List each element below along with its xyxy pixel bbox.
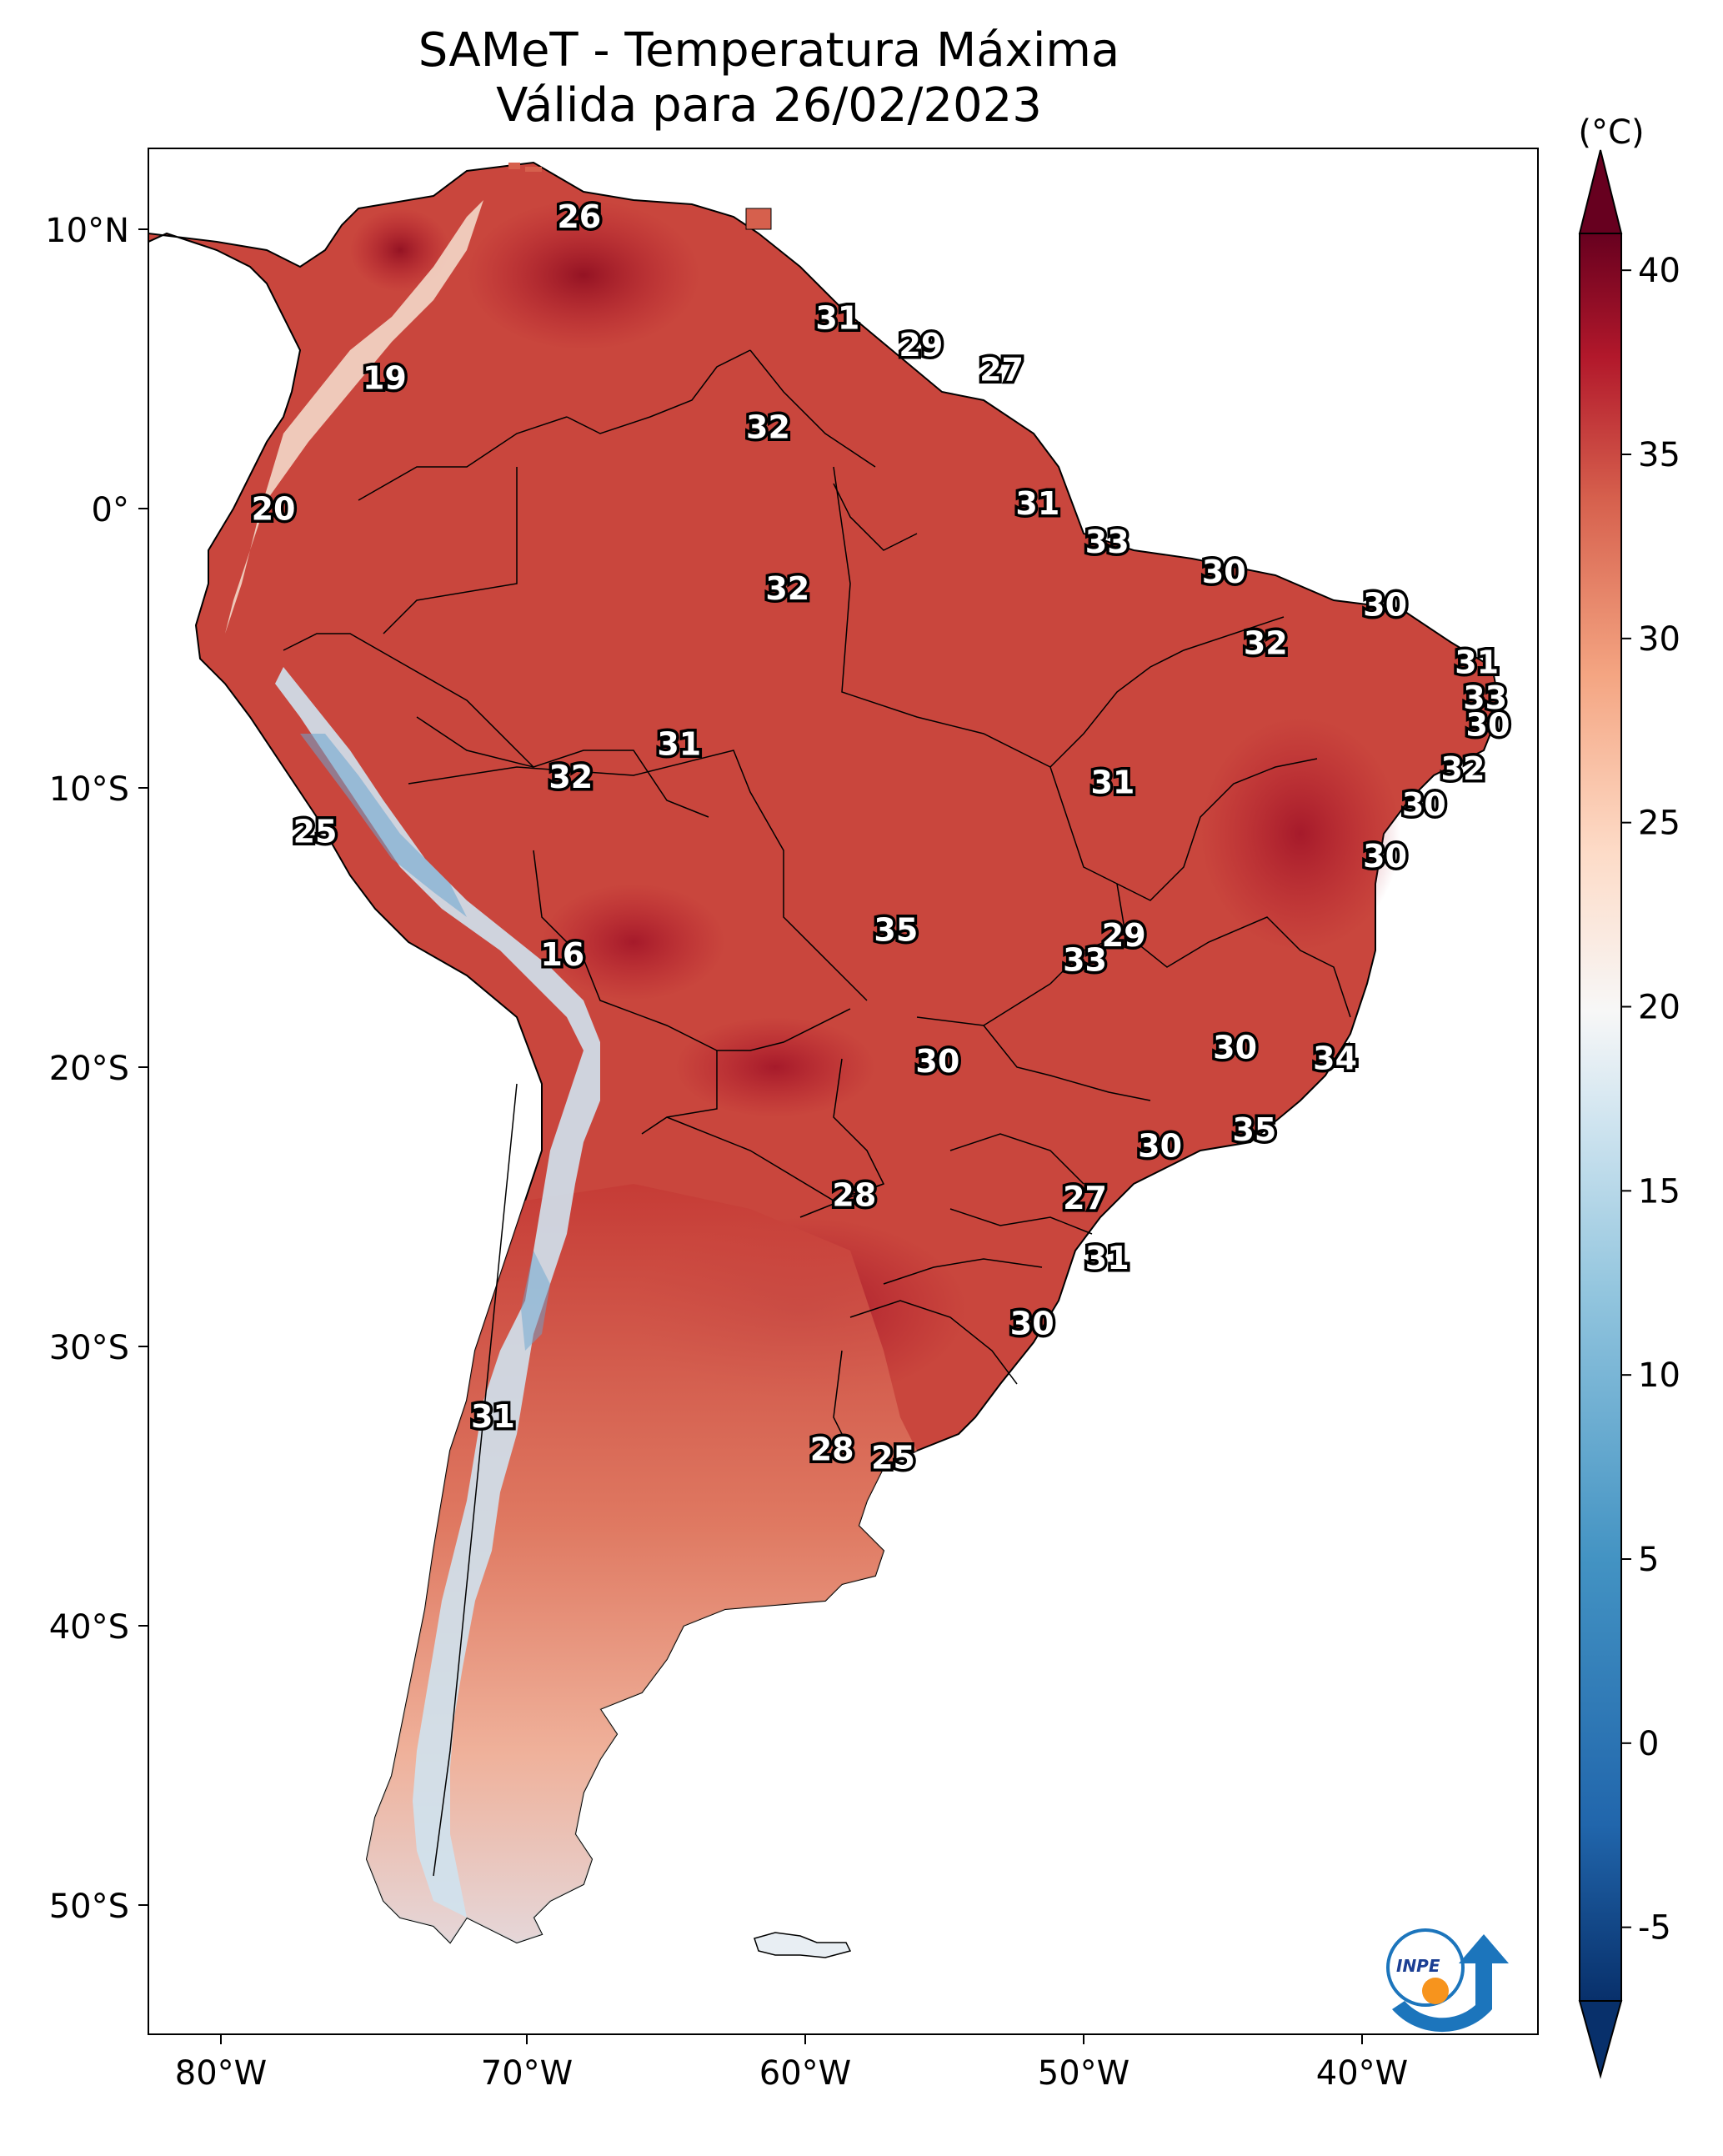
station-value-label: 35 [1232,1111,1276,1148]
station-value-label: 31 [1085,1240,1129,1276]
station-value-label: 28 [832,1177,876,1214]
colorbar-min-extension [1578,2000,1623,2079]
colorbar-tick-label: 20 [1638,989,1680,1027]
andes-deep-cold [300,734,467,917]
inpe-logo: INPE [1386,1928,1509,2033]
station-value-label: 30 [1363,838,1407,875]
station-value-label: 16 [540,936,584,973]
y-tick-label: 10°N [45,212,129,250]
x-tick-label: 70°W [481,2054,573,2093]
station-value-label: 30 [915,1043,959,1080]
station-value-label: 31 [657,726,701,763]
y-tick-label: 0° [92,491,129,529]
station-value-label: 30 [1010,1306,1054,1342]
station-value-label: 34 [1313,1040,1357,1077]
falkland-islands [754,1932,852,1958]
colorbar-body [1579,233,1622,2002]
station-value-label: 31 [471,1398,515,1435]
station-value-label: 30 [1138,1128,1182,1165]
colorbar: (°C) -5 0 5 10 15 20 25 30 35 40 [1578,113,1680,2079]
station-value-label: 35 [874,912,918,949]
caribbean-island [745,208,772,230]
colorbar-tick-label: 0 [1638,1725,1659,1763]
station-value-label: 28 [810,1431,854,1467]
title-line-1: SAMeT - Temperatura Máxima [418,23,1120,78]
colorbar-max-extension [1578,149,1623,234]
country-borders [283,349,1351,1877]
title-line-2: Válida para 26/02/2023 [496,78,1042,133]
colorbar-tick-label: 25 [1638,805,1680,843]
station-value-label: 33 [1085,524,1129,560]
station-value-label: 31 [1090,765,1134,801]
colorbar-ticks: -5 0 5 10 15 20 25 30 35 40 [1621,252,1680,1948]
caribbean-island [508,163,520,169]
caribbean-island [525,167,542,172]
station-value-label: 31 [815,299,859,336]
hot-region-venezuela [467,200,700,350]
station-value-label: 30 [1213,1030,1257,1066]
station-value-label: 32 [1244,624,1288,661]
station-value-label: 30 [1202,554,1246,590]
colorbar-tick-label: 5 [1638,1541,1659,1579]
station-value-label: 31 [1015,485,1059,522]
continent-layer [148,161,1502,1958]
colorbar-tick-label: 15 [1638,1172,1680,1211]
svg-text:INPE: INPE [1396,1956,1440,1976]
hot-region-bolivia [542,884,725,1000]
station-value-label: 27 [1063,1180,1107,1216]
station-value-label: 32 [1441,750,1485,787]
colorbar-tick-label: 40 [1638,252,1680,290]
y-tick-label: 30°S [49,1329,129,1367]
colorbar-unit-label: (°C) [1578,113,1644,152]
station-value-label: 32 [746,409,790,445]
y-tick-label: 50°S [49,1888,129,1926]
hot-region-northeast [1200,717,1400,950]
colorbar-tick-label: 35 [1638,436,1680,474]
station-value-label: 32 [548,759,593,795]
andes-central-cold [521,1251,550,1351]
station-value-label: 31 [1455,644,1499,680]
colorbar-tick-label: 30 [1638,620,1680,659]
y-tick-label: 40°S [49,1608,129,1647]
station-value-label: 25 [293,814,338,850]
map-title: SAMeT - Temperatura Máxima Válida para 2… [0,23,1538,133]
station-value-label: 30 [1363,586,1407,623]
station-value-label: 33 [1463,679,1507,716]
x-tick-label: 80°W [175,2054,267,2093]
station-value-label: 33 [1063,942,1107,979]
y-tick-label: 20°S [49,1050,129,1088]
station-value-label: 25 [871,1439,915,1476]
colorbar-tick-label: -5 [1638,1909,1671,1948]
station-value-label: 30 [1466,707,1510,744]
station-value-label: 29 [899,327,943,364]
colorbar-tick-label: 10 [1638,1356,1680,1395]
hot-region-colombia [350,208,450,292]
colombian-andes-cold [225,200,483,634]
x-tick-label: 50°W [1038,2054,1129,2093]
x-tick-label: 40°W [1316,2054,1408,2093]
x-axis: 80°W 70°W 60°W 50°W 40°W [175,2034,1408,2093]
x-tick-label: 60°W [759,2054,851,2093]
hot-region-chaco [675,1017,875,1117]
station-value-label: 32 [765,570,809,607]
y-tick-label: 10°S [49,770,129,809]
station-value-label: 20 [252,491,296,528]
station-value-label: 29 [1102,917,1146,954]
station-value-label: 26 [557,198,601,235]
station-value-label: 19 [363,359,407,396]
station-value-label: 30 [1402,786,1446,823]
station-value-label: 27 [979,352,1024,389]
y-axis: 10°N 0° 10°S 20°S 30°S 40°S 50°S [45,212,148,1926]
